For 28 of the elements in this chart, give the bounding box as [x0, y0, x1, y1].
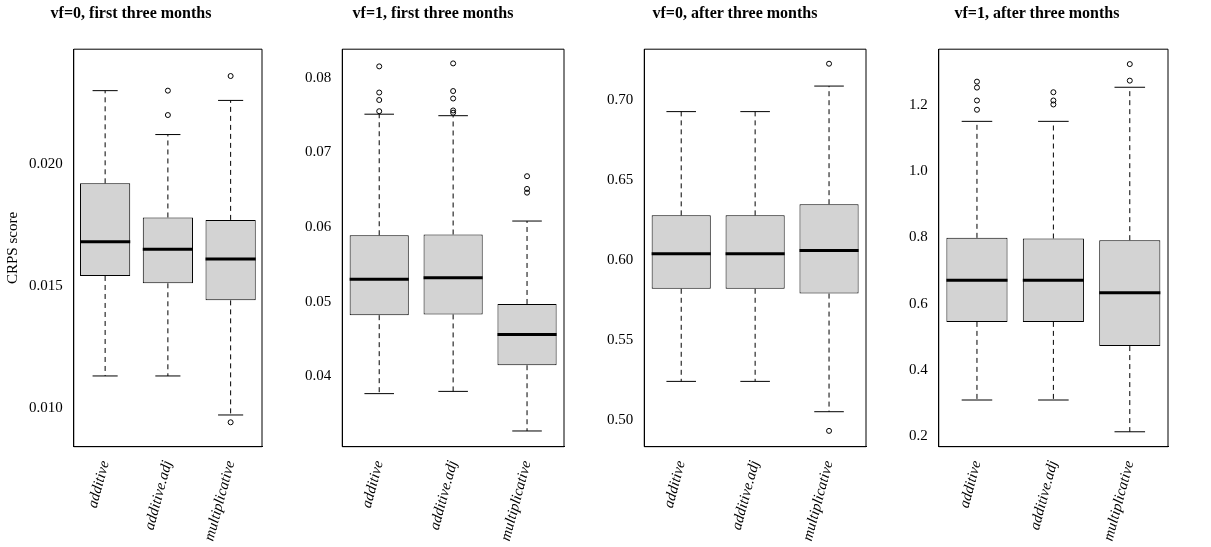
chart-title: vf=1, after three months — [954, 3, 1120, 21]
y-tick-label: 0.04 — [305, 367, 332, 384]
x-tick-label: additive — [659, 458, 688, 510]
y-tick-label: 0.55 — [607, 330, 634, 347]
y-tick-label: 1.2 — [909, 96, 928, 113]
y-tick-label: 0.6 — [909, 294, 929, 311]
x-tick-label: additive — [357, 458, 386, 510]
y-tick-label: 0.07 — [305, 143, 332, 160]
y-tick-label: 0.50 — [607, 410, 634, 427]
y-axis-title: CRPS score — [3, 211, 20, 284]
y-tick-label: 0.06 — [305, 217, 332, 234]
y-tick-label: 0.8 — [909, 228, 928, 245]
y-tick-label: 1.0 — [909, 162, 928, 179]
y-tick-label: 0.4 — [909, 360, 929, 377]
y-tick-label: 0.020 — [29, 154, 63, 171]
y-tick-label: 0.70 — [607, 91, 634, 108]
chart-title: vf=1, first three months — [352, 3, 514, 21]
y-tick-label: 0.2 — [909, 427, 928, 444]
x-tick-label: additive — [83, 458, 112, 510]
y-tick-label: 0.60 — [607, 251, 634, 268]
y-tick-label: 0.05 — [305, 292, 332, 309]
chart-title: vf=0, after three months — [652, 3, 818, 21]
x-tick-label: additive — [955, 458, 984, 510]
y-tick-label: 0.08 — [305, 68, 332, 85]
y-tick-label: 0.010 — [29, 398, 63, 415]
chart-title: vf=0, first three months — [50, 3, 212, 21]
y-tick-label: 0.65 — [607, 171, 634, 188]
y-tick-label: 0.015 — [29, 276, 63, 293]
